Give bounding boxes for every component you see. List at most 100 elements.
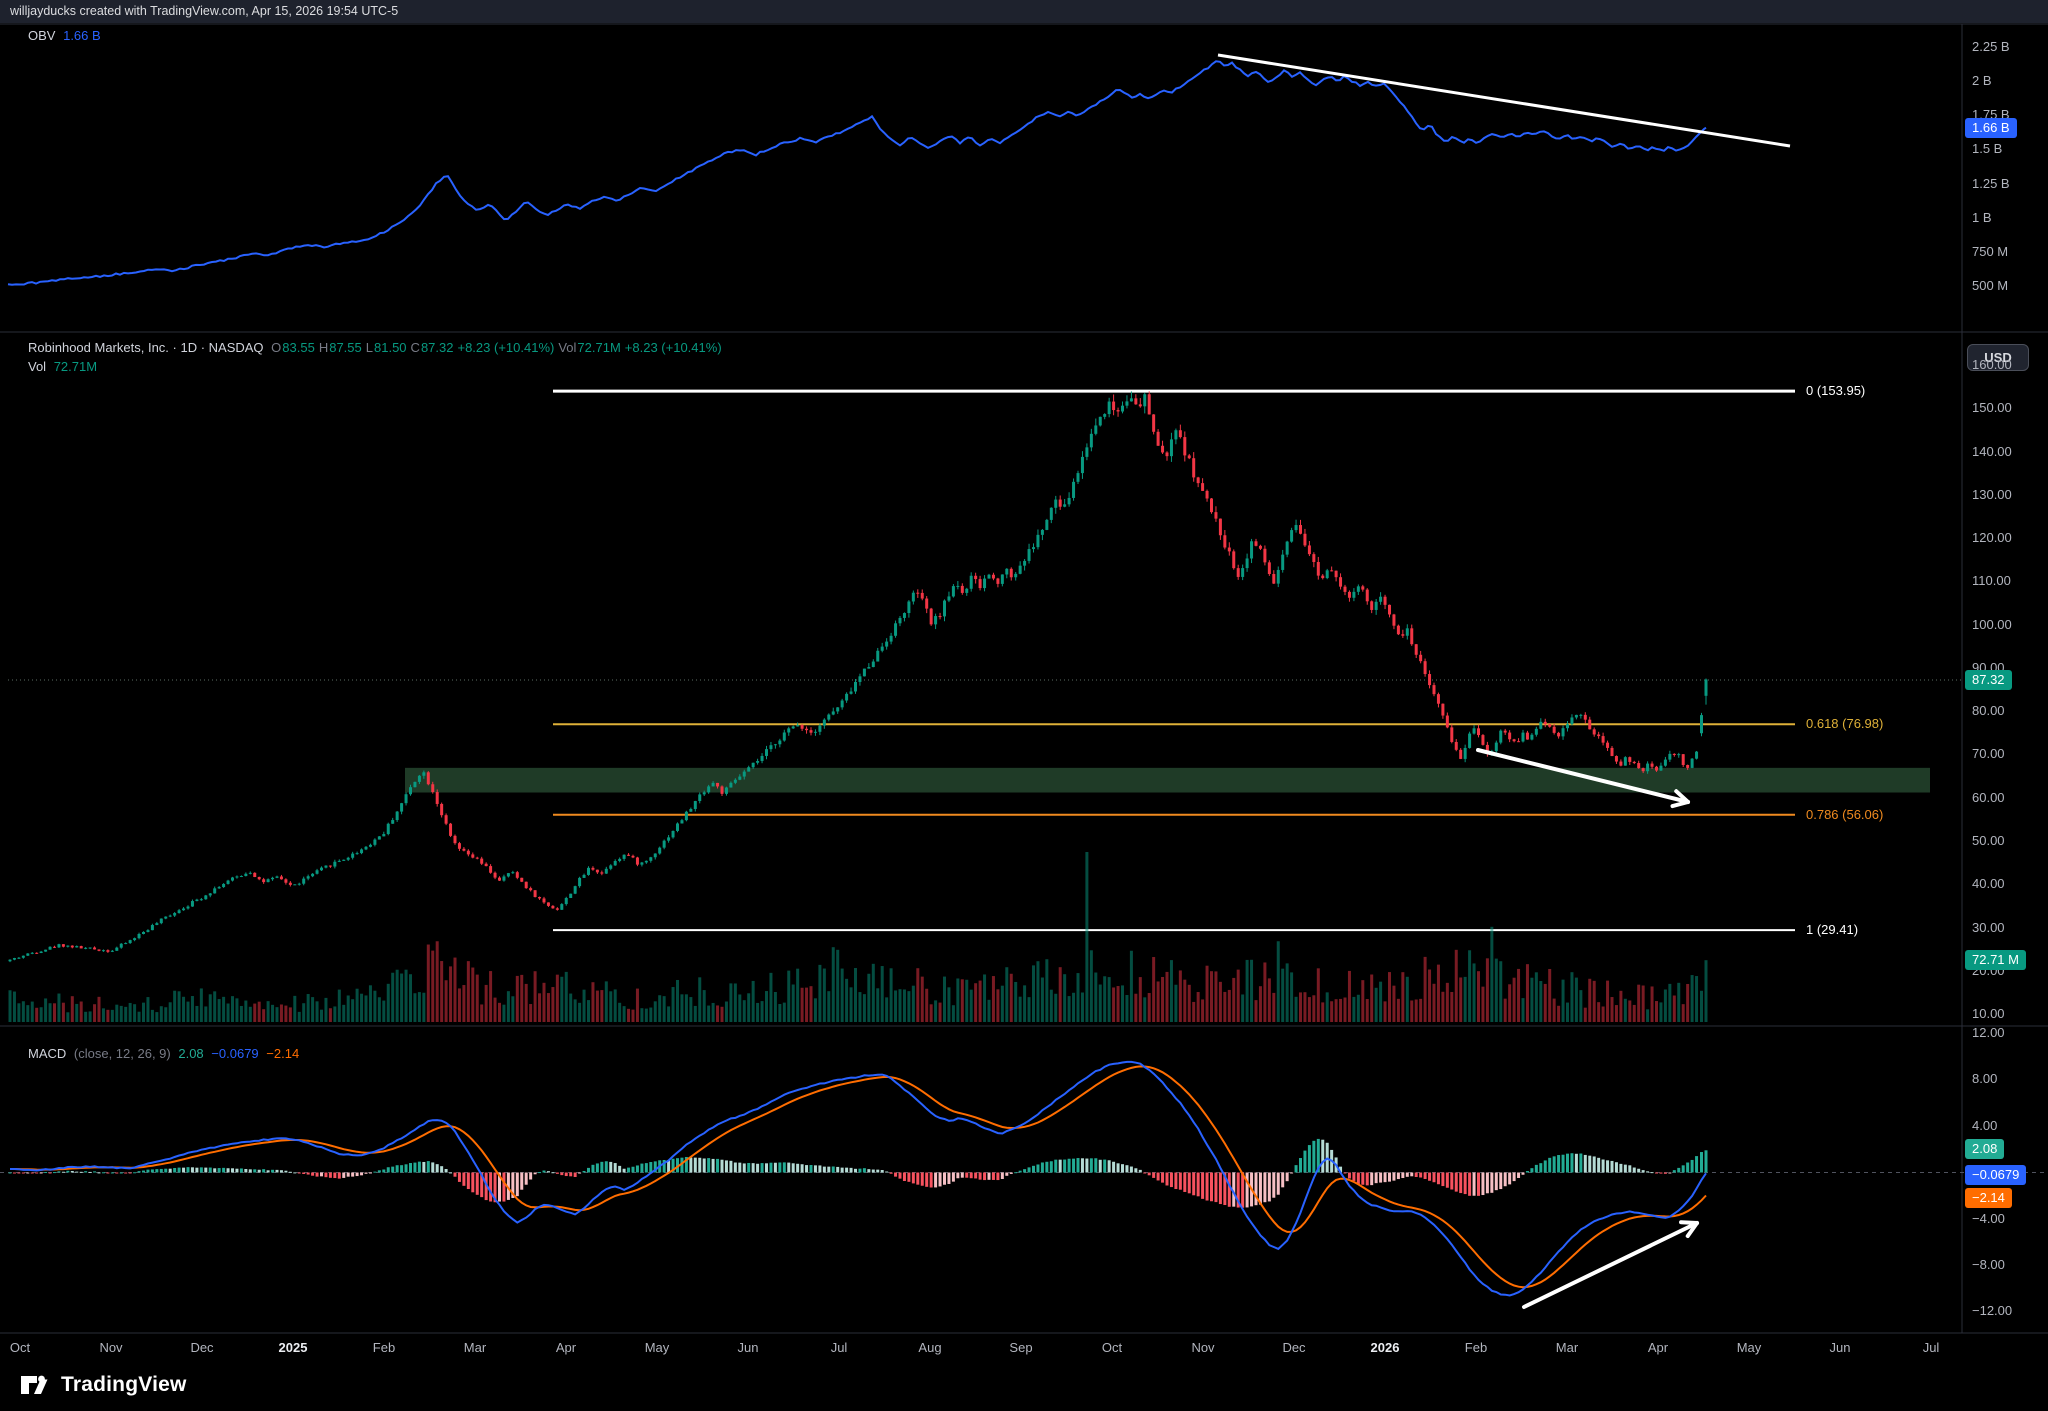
volume-badge: 72.71 M	[1965, 950, 2026, 970]
price-axis-label: 100.00	[1972, 616, 2012, 632]
price-axis-label: 110.00	[1972, 573, 2011, 589]
price-axis-label: 60.00	[1972, 789, 2005, 805]
obv-axis-label: 1 B	[1972, 210, 1992, 225]
macd-signal-value: −2.14	[266, 1046, 300, 1061]
obv-axis-label: 1.5 B	[1972, 141, 2003, 156]
ohlc-key: Vol	[558, 340, 577, 355]
macd-params: (close, 12, 26, 9)	[73, 1046, 171, 1061]
obv-line	[7, 60, 1707, 286]
ohlc-value: 81.50	[374, 340, 407, 355]
time-axis-label: Mar	[1555, 1340, 1579, 1355]
credit-bar: willjayducks created with TradingView.co…	[0, 0, 2048, 23]
macd-axis-label: 12.00	[1972, 1025, 2005, 1040]
obv-axis-label: 2 B	[1972, 73, 1992, 88]
obv-legend-row[interactable]: OBV 1.66 B	[28, 28, 105, 43]
price-axis-label: 140.00	[1972, 443, 2012, 459]
volume-label: Vol	[28, 359, 47, 374]
macd-axis-label: −8.00	[1972, 1257, 2005, 1272]
last-price-badge: 87.32	[1965, 670, 2012, 690]
tradingview-logo-icon	[21, 1375, 48, 1394]
time-axis-label: Feb	[1464, 1340, 1488, 1355]
macd-legend-row[interactable]: MACD (close, 12, 26, 9) 2.08 −0.0679 −2.…	[28, 1046, 303, 1061]
credit-text: willjayducks created with TradingView.co…	[10, 4, 399, 18]
price-axis-label: 130.00	[1972, 486, 2012, 502]
tradingview-logo[interactable]: TradingView	[18, 1368, 187, 1402]
fib-level-label-0: 0 (153.95)	[1806, 383, 1866, 399]
macd-badge-0: 2.08	[1965, 1139, 2005, 1159]
ohlc-value: 83.55	[282, 340, 315, 355]
time-axis-label: Mar	[463, 1340, 487, 1355]
time-axis-label: Dec	[190, 1340, 214, 1355]
obv-value: 1.66 B	[63, 28, 101, 43]
macd-badge-2: −2.14	[1965, 1188, 2012, 1208]
ohlc-values: O83.55 H87.55 L81.50 C87.32 +8.23 (+10.41%) V…	[271, 340, 726, 355]
fib-level-label-3: 1 (29.41)	[1806, 922, 1859, 938]
macd-axis-label: 4.00	[1972, 1118, 1998, 1133]
price-axis-label: 10.00	[1972, 1006, 2005, 1022]
ohlc-value: 87.55	[329, 340, 362, 355]
volume-value: 72.71M	[53, 359, 98, 374]
obv-axis-label: 2.25 B	[1972, 39, 2010, 54]
ohlc-key: H	[318, 340, 329, 355]
ohlc-key: C	[410, 340, 420, 355]
price-axis-label: 160.00	[1972, 357, 2012, 372]
price-axis-label: 40.00	[1972, 876, 2005, 892]
time-axis-label: 2025	[278, 1340, 308, 1355]
symbol-title: Robinhood Markets, Inc. · 1D · NASDAQ	[28, 340, 264, 355]
obv-axis-label: 500 M	[1972, 278, 2009, 293]
time-axis-label: Jul	[830, 1340, 848, 1355]
time-axis-label: Nov	[1191, 1340, 1215, 1355]
obv-label: OBV	[28, 28, 56, 43]
ohlc-value: 72.71M	[577, 340, 621, 355]
price-axis-label: 150.00	[1972, 400, 2012, 416]
time-axis-label: Dec	[1282, 1340, 1306, 1355]
ohlc-key: L	[365, 340, 373, 355]
obv-axis-label: 1.25 B	[1972, 176, 2010, 191]
price-axis-label: 50.00	[1972, 832, 2005, 848]
symbol-legend-row[interactable]: Robinhood Markets, Inc. · 1D · NASDAQ O8…	[28, 340, 730, 355]
currency-button[interactable]: USD	[1967, 344, 2029, 371]
volume-legend-row[interactable]: Vol 72.71M	[28, 359, 101, 374]
price-axis-label: 80.00	[1972, 703, 2005, 719]
macd-badge-1: −0.0679	[1965, 1165, 2027, 1185]
time-axis-label: 2026	[1370, 1340, 1400, 1355]
time-axis-label: Aug	[918, 1340, 942, 1355]
price-breakdown-arrow[interactable]	[1476, 748, 1690, 809]
supply-zone-band[interactable]	[405, 767, 1930, 793]
volume-bars	[8, 852, 1708, 1022]
fib-level-label-2: 0.786 (56.06)	[1806, 806, 1884, 822]
macd-axis-label: −12.00	[1972, 1303, 2013, 1318]
price-axis-label: 30.00	[1972, 919, 2005, 935]
time-axis-label: Sep	[1009, 1340, 1033, 1355]
time-axis-label: May	[1736, 1340, 1762, 1355]
ohlc-value: 87.32	[420, 340, 454, 355]
price-axis-label: 70.00	[1972, 746, 2005, 762]
candlestick-series	[8, 391, 1708, 963]
time-axis-label: Apr	[1647, 1340, 1669, 1355]
time-axis-label: Oct	[9, 1340, 31, 1355]
time-axis-label: Nov	[99, 1340, 123, 1355]
price-axis-label: 120.00	[1972, 530, 2012, 546]
time-axis-label: Jul	[1922, 1340, 1940, 1355]
macd-histogram	[8, 1138, 1708, 1208]
ohlc-value: +8.23 (+10.41%)	[457, 340, 555, 355]
obv-trendline[interactable]	[1217, 53, 1791, 148]
macd-divergence-arrow[interactable]	[1522, 1220, 1699, 1309]
macd-label: MACD	[28, 1046, 67, 1061]
fib-level-label-1: 0.618 (76.98)	[1806, 716, 1884, 732]
tradingview-logo-text: TradingView	[61, 1373, 187, 1396]
ohlc-key: O	[271, 340, 282, 355]
macd-axis-label: 8.00	[1972, 1071, 1998, 1086]
macd-line-value: −0.0679	[211, 1046, 259, 1061]
time-axis-label: Oct	[1101, 1340, 1123, 1355]
macd-hist-value: 2.08	[178, 1046, 204, 1061]
obv-axis-label: 750 M	[1972, 244, 2009, 259]
macd-line	[10, 1060, 1707, 1297]
time-axis-label: Jun	[737, 1340, 759, 1355]
time-axis-label: Feb	[372, 1340, 396, 1355]
time-axis-label: May	[644, 1340, 670, 1355]
ohlc-value: +8.23 (+10.41%)	[624, 340, 722, 355]
obv-value-badge: 1.66 B	[1965, 118, 2017, 138]
